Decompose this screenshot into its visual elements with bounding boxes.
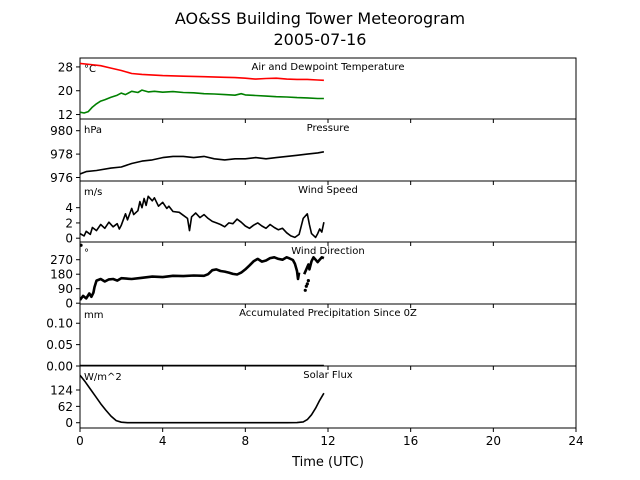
panel-title-label: Pressure [307,123,350,134]
x-tick-label: 4 [159,434,167,448]
series-group-temp [80,62,324,114]
panel-title-label: Solar Flux [303,370,353,381]
panel-unit-label: mm [84,310,103,321]
series-line-pressure [80,151,325,175]
panel-temp: 12 20 28 °C Air and Dewpoint Temperature [58,57,577,123]
series-line-wind_direction [80,256,301,301]
y-tick-label: 62 [58,400,73,414]
y-tick-label: 4 [65,201,73,215]
panel-pressure: 976 978 980 hPa Pressure [50,118,577,185]
y-tick-label: 980 [50,124,73,138]
series-group-wind_speed [80,195,325,239]
chart-subtitle: 2005-07-16 [274,30,367,49]
y-tick-label: 0 [65,416,73,430]
panel-unit-label: hPa [84,125,102,136]
y-tick-label: 0 [65,232,73,246]
panel-unit-label: °C [84,64,96,75]
y-tick-label: 0.10 [46,317,73,331]
x-tick-label: 8 [242,434,250,448]
series-group-wind_direction [80,243,325,301]
y-tick-label: 0.05 [46,338,73,352]
y-tick-label: 28 [58,60,73,74]
series-line-dewpoint [80,89,324,114]
chart-title: AO&SS Building Tower Meteorogram [175,9,465,28]
panel-title-label: Air and Dewpoint Temperature [252,62,405,73]
y-tick-label: 270 [50,253,73,267]
panel-precip: 0.00 0.05 0.10 mm Accumulated Precipitation … [46,303,577,374]
series-line-wind_direction_2 [303,256,325,275]
series-group-pressure [80,151,325,175]
y-tick-label: 12 [58,108,73,122]
x-tick-label: 20 [486,434,501,448]
x-tick-label: 12 [320,434,335,448]
data-point [306,279,310,283]
y-tick-label: 2 [65,216,73,230]
y-tick-label: 90 [58,282,73,296]
panel-solar: 0 62 124 W/m^2 Solar Flux [50,365,577,432]
series-line-solar [80,374,325,424]
panel-title-label: Accumulated Precipitation Since 0Z [239,308,417,319]
x-tick-label: 16 [403,434,418,448]
y-tick-label: 0.00 [46,360,73,374]
y-tick-label: 0 [65,297,73,311]
y-tick-label: 976 [50,171,73,185]
data-point [80,243,83,247]
panel-wind_speed: 0 24 m/s Wind Speed [65,180,577,246]
data-point [305,282,309,286]
panel-title-label: Wind Speed [298,185,358,196]
x-tick-label: 24 [568,434,583,448]
series-group-solar [80,374,325,424]
series-line-air [80,62,324,82]
panel-title-label: Wind Direction [291,246,365,257]
panel-unit-label: m/s [84,187,102,198]
y-tick-label: 124 [50,384,73,398]
x-tick-label: 0 [76,434,84,448]
panel-unit-label: ° [84,248,89,259]
y-tick-label: 180 [50,268,73,282]
x-axis-label: Time (UTC) [291,455,364,470]
panel-unit-label: W/m^2 [84,372,122,383]
y-tick-label: 20 [58,84,73,98]
series-line-wind_speed [80,195,325,239]
data-point [303,288,307,292]
x-axis: 0 4 8 12 16 20 24 [76,434,583,448]
data-point [304,284,308,288]
y-tick-label: 978 [50,148,73,162]
